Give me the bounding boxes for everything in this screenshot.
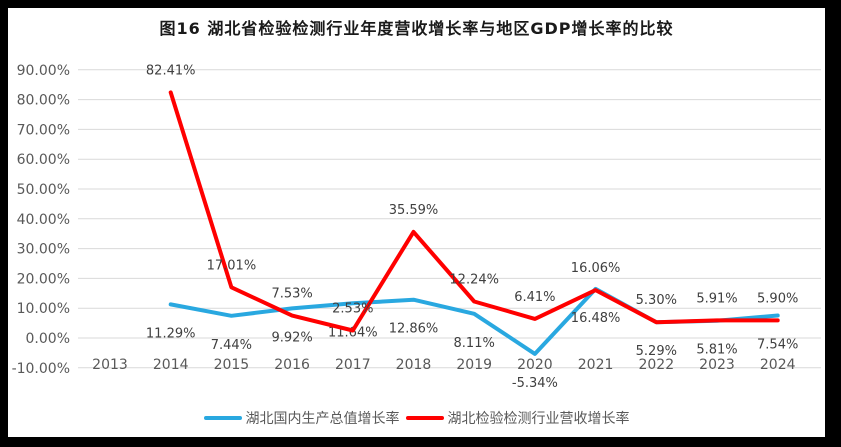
chart-canvas: 图16 湖北省检验检测行业年度营收增长率与地区GDP增长率的比较 90.00% 8… xyxy=(8,8,825,437)
legend: 湖北国内生产总值增长率 湖北检验检测行业营收增长率 xyxy=(8,408,825,428)
data-label: 9.92% xyxy=(271,330,312,345)
data-label: 5.29% xyxy=(636,344,677,359)
y-axis-tick-label: 30.00% xyxy=(17,242,70,258)
series-line-1 xyxy=(168,90,780,333)
x-axis-tick-label: 2023 xyxy=(699,357,735,373)
y-axis-tick-label: 20.00% xyxy=(17,271,70,287)
x-axis-tick-label: 2024 xyxy=(760,357,796,373)
x-axis-tick-label: 2014 xyxy=(153,357,189,373)
data-label: 11.29% xyxy=(146,326,196,341)
legend-label: 湖北国内生产总值增长率 xyxy=(245,411,400,427)
data-label: 12.86% xyxy=(389,322,439,337)
legend-line-swatch-icon xyxy=(203,416,242,420)
x-axis-tick-label: 2021 xyxy=(578,357,614,373)
data-label: 17.01% xyxy=(207,258,257,273)
x-axis-tick-label: 2016 xyxy=(274,357,310,373)
data-label: 5.91% xyxy=(696,291,737,306)
y-axis-tick-label: 70.00% xyxy=(17,122,70,138)
x-axis-tick-label: 2019 xyxy=(456,357,492,373)
data-label: 82.41% xyxy=(146,63,196,78)
y-axis-tick-label: 80.00% xyxy=(17,93,70,109)
x-axis-tick-label: 2018 xyxy=(396,357,432,373)
data-label: 5.30% xyxy=(636,293,677,308)
data-label: 5.81% xyxy=(696,343,737,358)
y-axis-tick-label: 10.00% xyxy=(17,301,70,317)
data-label: 16.06% xyxy=(571,261,621,276)
y-axis-tick-label: 50.00% xyxy=(17,182,70,198)
y-axis-tick-label: -10.00% xyxy=(12,361,70,377)
data-label: 7.54% xyxy=(757,338,798,353)
chart-title: 图16 湖北省检验检测行业年度营收增长率与地区GDP增长率的比较 xyxy=(159,19,674,38)
y-axis-tick-label: 40.00% xyxy=(17,212,70,228)
x-axis-tick-label: 2017 xyxy=(335,357,371,373)
data-label: 8.11% xyxy=(454,336,495,351)
plot-svg: 90.00% 80.00% 70.00% 60.00% 50.00% 40.00% 30.0… xyxy=(12,63,821,391)
legend-item-0: 湖北国内生产总值增长率 xyxy=(203,408,400,428)
data-label: 7.53% xyxy=(271,287,312,302)
data-label: 35.59% xyxy=(389,203,439,218)
x-axis-tick-label: 2020 xyxy=(517,357,553,373)
y-axis-tick-label: 90.00% xyxy=(17,63,70,79)
legend-line-swatch-icon xyxy=(405,416,444,420)
x-axis-tick-label: 2015 xyxy=(214,357,250,373)
data-label: 16.48% xyxy=(571,311,621,326)
y-axis-tick-label: 60.00% xyxy=(17,152,70,168)
data-label: 2.53% xyxy=(332,302,373,317)
legend-label: 湖北检验检测行业营收增长率 xyxy=(447,411,630,427)
data-label: 6.41% xyxy=(514,290,555,305)
x-axis-tick-label: 2013 xyxy=(92,357,128,373)
data-label: -5.34% xyxy=(512,376,558,391)
legend-item-1: 湖北检验检测行业营收增长率 xyxy=(405,408,630,428)
data-label: 12.24% xyxy=(449,273,499,288)
data-label: 7.44% xyxy=(211,338,252,353)
y-axis-tick-label: 0.00% xyxy=(26,331,70,347)
x-axis-tick-label: 2022 xyxy=(638,357,674,373)
data-label: 5.90% xyxy=(757,291,798,306)
